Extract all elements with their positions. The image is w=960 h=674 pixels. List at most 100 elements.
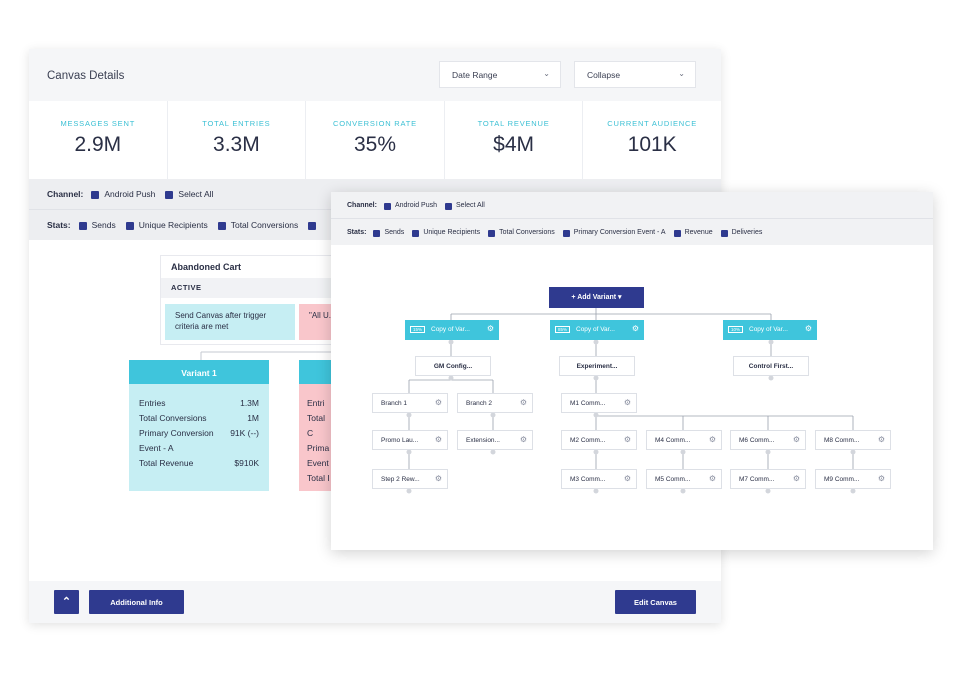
gear-icon[interactable]: ⚙ — [792, 435, 800, 444]
gear-icon[interactable]: ⚙ — [434, 398, 442, 407]
step-node[interactable]: Promo Lau... ⚙ — [372, 430, 448, 450]
variant-node[interactable]: 10% Copy of Var... ⚙ — [723, 320, 817, 340]
channel-option[interactable]: Android Push — [383, 202, 437, 210]
step-node[interactable]: Branch 2 ⚙ — [457, 393, 533, 413]
gear-icon[interactable]: ⚙ — [623, 474, 631, 483]
checkbox[interactable] — [125, 222, 134, 230]
stats-option[interactable]: Total Conversions — [217, 220, 298, 230]
checkbox[interactable] — [91, 191, 100, 199]
option-label: Total Conversions — [499, 228, 555, 236]
gear-icon[interactable]: ⚙ — [623, 435, 631, 444]
option-label: Unique Recipients — [423, 228, 481, 236]
gear-icon[interactable]: ⚙ — [631, 324, 639, 333]
gear-icon[interactable]: ⚙ — [519, 398, 527, 407]
checkbox[interactable] — [444, 202, 452, 210]
step-node[interactable]: Step 2 Rew... ⚙ — [372, 469, 448, 489]
edit-canvas-button[interactable]: Edit Canvas — [615, 590, 696, 614]
step-node[interactable]: Branch 1 ⚙ — [372, 393, 448, 413]
channel-option[interactable]: Android Push — [91, 189, 155, 199]
status-badge: ACTIVE — [161, 278, 369, 298]
variant-node[interactable]: 15% Copy of Var... ⚙ — [405, 320, 499, 340]
gear-icon[interactable]: ⚙ — [434, 435, 442, 444]
checkbox[interactable] — [78, 222, 87, 230]
stat-key: Primary Conversion — [139, 428, 214, 438]
step-node[interactable]: Experiment... — [559, 356, 635, 376]
gear-icon[interactable]: ⚙ — [877, 435, 885, 444]
stat-messages-sent: MESSAGES SENT 2.9M — [29, 101, 168, 179]
stats-option[interactable]: Unique Recipients — [412, 228, 481, 237]
gear-icon[interactable]: ⚙ — [708, 474, 716, 483]
chevron-up-icon: ⌃ — [61, 596, 72, 608]
date-range-label: Date Range — [452, 70, 498, 80]
stat-label: CURRENT AUDIENCE — [607, 119, 698, 128]
stats-option[interactable]: Sends — [373, 229, 404, 237]
step-node[interactable]: M6 Comm... ⚙ — [730, 430, 806, 450]
checkbox[interactable] — [217, 222, 226, 230]
step-node[interactable]: Control First... — [733, 356, 809, 376]
stat-label: TOTAL REVENUE — [477, 119, 550, 128]
collapse-dropdown[interactable]: Collapse ⌄ — [574, 61, 696, 88]
chevron-down-icon: ⌄ — [543, 69, 550, 78]
add-variant-button[interactable]: + Add Variant ▾ — [549, 287, 644, 308]
step-node[interactable]: M3 Comm... ⚙ — [561, 469, 637, 489]
variant-title: Variant 1 — [129, 360, 269, 384]
gear-icon[interactable]: ⚙ — [804, 324, 812, 333]
page-title: Canvas Details — [47, 70, 125, 82]
stats-option[interactable]: Deliveries — [720, 228, 763, 237]
checkbox[interactable] — [165, 191, 174, 199]
channel-option[interactable]: Select All — [165, 189, 213, 199]
checkbox[interactable] — [373, 229, 381, 237]
stats-option[interactable]: Unique Recipients — [125, 220, 208, 230]
step-node[interactable]: M5 Comm... ⚙ — [646, 469, 722, 489]
step-node[interactable]: M1 Comm... ⚙ — [561, 393, 637, 413]
stats-option[interactable]: Revenue — [673, 229, 713, 237]
stats-option[interactable]: Sends — [78, 220, 116, 230]
step-node[interactable]: M9 Comm... ⚙ — [815, 469, 891, 489]
gear-icon[interactable]: ⚙ — [434, 474, 442, 483]
step-node[interactable]: M8 Comm... ⚙ — [815, 430, 891, 450]
gear-icon[interactable]: ⚙ — [519, 435, 527, 444]
checkbox[interactable] — [562, 229, 570, 237]
panel-footer: ⌃ Additional Info Edit Canvas — [29, 581, 721, 623]
stat-value: 101K — [627, 133, 677, 156]
stat-label: MESSAGES SENT — [60, 119, 136, 128]
collapse-label: Collapse — [587, 70, 621, 80]
step-node[interactable]: GM Config... — [415, 356, 491, 376]
stat-key: Total I — [307, 473, 330, 483]
checkbox[interactable] — [412, 229, 420, 237]
gear-icon[interactable]: ⚙ — [486, 324, 494, 333]
step-label: M3 Comm... — [570, 476, 606, 483]
stats-option[interactable]: Total Conversions — [488, 228, 555, 237]
step-label: M1 Comm... — [570, 400, 606, 407]
variant-percent: 15% — [410, 326, 426, 333]
step-label: Extension... — [466, 437, 500, 444]
checkbox[interactable] — [673, 229, 681, 237]
gear-icon[interactable]: ⚙ — [623, 398, 631, 407]
additional-info-button[interactable]: Additional Info — [89, 590, 184, 614]
step-label: M5 Comm... — [655, 476, 691, 483]
stats-option[interactable]: Primary Conversion Event - A — [562, 229, 666, 237]
variant-node[interactable]: 85% Copy of Var... ⚙ — [550, 320, 644, 340]
checkbox[interactable] — [308, 222, 317, 230]
step-node[interactable]: M7 Comm... ⚙ — [730, 469, 806, 489]
step-node[interactable]: M4 Comm... ⚙ — [646, 430, 722, 450]
step-node[interactable]: M2 Comm... ⚙ — [561, 430, 637, 450]
checkbox[interactable] — [488, 229, 496, 237]
stats-option[interactable] — [308, 221, 321, 230]
checkbox[interactable] — [383, 202, 391, 210]
option-label: Deliveries — [731, 228, 763, 236]
date-range-dropdown[interactable]: Date Range ⌄ — [439, 61, 561, 88]
gear-icon[interactable]: ⚙ — [708, 435, 716, 444]
variant-card[interactable]: Variant 1 Entries 1.3M Total Conversions 1… — [129, 360, 269, 491]
step-label: Promo Lau... — [381, 437, 419, 444]
option-label: Select All — [455, 201, 485, 209]
collapse-up-button[interactable]: ⌃ — [54, 590, 79, 614]
stat-total-entries: TOTAL ENTRIES 3.3M — [168, 101, 307, 179]
channel-option[interactable]: Select All — [444, 201, 485, 210]
checkbox[interactable] — [720, 229, 728, 237]
step-node[interactable]: Extension... ⚙ — [457, 430, 533, 450]
gear-icon[interactable]: ⚙ — [877, 474, 885, 483]
gear-icon[interactable]: ⚙ — [792, 474, 800, 483]
flow-connectors — [406, 308, 856, 494]
divider — [331, 218, 933, 219]
